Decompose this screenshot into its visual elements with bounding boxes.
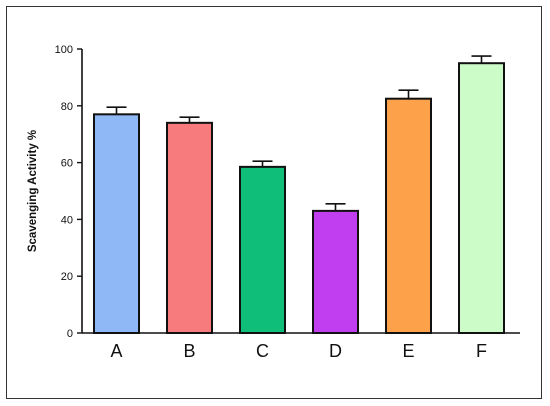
bar-a	[93, 113, 140, 334]
y-tick-label: 80	[61, 101, 73, 113]
x-tick-label: B	[183, 341, 195, 361]
x-tick-label: E	[402, 341, 414, 361]
bars-group	[93, 55, 505, 335]
x-tick-label: A	[110, 341, 122, 361]
bar-c	[239, 165, 286, 334]
bar-e	[385, 97, 432, 334]
bar-d	[312, 209, 359, 335]
x-tick-label: C	[256, 341, 269, 361]
y-tick-label: 60	[61, 158, 73, 170]
y-tick-label: 40	[61, 214, 73, 226]
y-axis-title: Scavenging Activity %	[27, 130, 39, 252]
y-ticks-group: 0 20 40 60 80 100	[55, 44, 82, 340]
y-tick-label: 20	[61, 271, 73, 283]
bar-b	[166, 121, 213, 334]
y-tick-label: 0	[67, 328, 73, 340]
y-tick-label: 100	[55, 44, 73, 56]
bar-f	[458, 62, 505, 334]
x-tick-label: F	[476, 341, 487, 361]
x-tick-label: D	[329, 341, 342, 361]
x-ticks-group: A B C D E F	[110, 341, 487, 361]
